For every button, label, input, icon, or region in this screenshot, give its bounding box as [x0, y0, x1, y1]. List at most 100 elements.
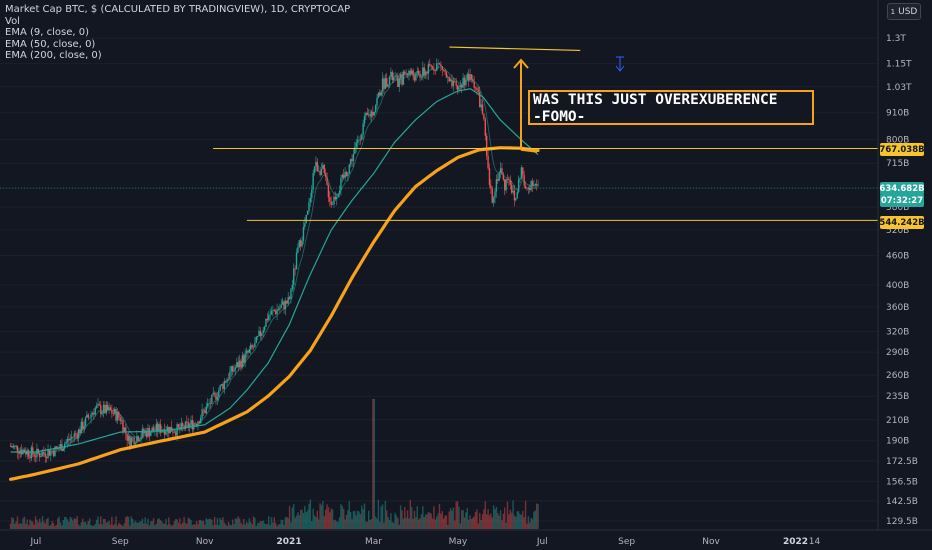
candle-body: [27, 450, 30, 457]
candle-body: [229, 371, 231, 380]
volume-bar: [399, 505, 402, 529]
candle-body: [58, 448, 60, 450]
candle-body: [340, 178, 342, 191]
candle-body: [387, 84, 389, 87]
volume-bar: [22, 518, 24, 529]
volume-bar: [165, 518, 167, 529]
candle-body: [147, 428, 149, 437]
volume-bar: [405, 517, 407, 529]
candle-body: [373, 111, 375, 116]
volume-bar: [175, 519, 177, 529]
candle-body: [337, 193, 339, 197]
legend-vol[interactable]: Vol: [5, 15, 20, 27]
candle-body: [309, 197, 312, 203]
candle-body: [211, 394, 213, 404]
x-tick-label: Jul: [29, 537, 41, 547]
candle-body: [319, 170, 321, 176]
volume-bar: [341, 506, 344, 529]
volume-bar: [237, 516, 239, 529]
volume-bar: [233, 524, 235, 529]
candle-body: [115, 409, 117, 421]
candle-body: [356, 140, 359, 143]
horizontal-levels: [0, 147, 878, 221]
volume-bar: [197, 524, 199, 529]
volume-bar: [39, 518, 41, 529]
y-tick-label: 910B: [886, 109, 909, 119]
currency-button[interactable]: 1 USD: [887, 3, 921, 20]
candle-body: [354, 147, 356, 154]
volume-bar: [111, 516, 113, 529]
volume-bar: [473, 516, 475, 529]
volume-bar: [401, 510, 403, 529]
volume-bar: [434, 519, 437, 529]
volume-bar: [176, 519, 178, 529]
volume-bar: [336, 521, 338, 529]
volume-bar: [412, 518, 414, 529]
y-tick-label: 210B: [886, 416, 909, 426]
volume-bar: [365, 521, 367, 529]
volume-bar: [299, 509, 302, 529]
candle-body: [176, 424, 178, 436]
volume-bar: [376, 518, 378, 529]
volume-bar: [461, 510, 463, 529]
volume-bar: [512, 500, 514, 529]
candle-body: [327, 185, 330, 198]
volume-bar: [12, 518, 15, 529]
volume-bar: [463, 517, 466, 529]
legend-ema50[interactable]: EMA (50, close, 0): [5, 38, 96, 50]
volume-bar: [211, 519, 213, 529]
legend-ema9[interactable]: EMA (9, close, 0): [5, 27, 89, 38]
candle-body: [522, 167, 524, 176]
volume-bar: [395, 515, 398, 529]
x-tick-label: Nov: [196, 537, 214, 547]
volume-bar: [436, 516, 438, 529]
volume-bar: [158, 518, 160, 529]
volume-bar: [19, 523, 21, 529]
candle-body: [84, 417, 87, 426]
volume-bar: [59, 522, 62, 529]
y-tick-label: 580B: [886, 203, 909, 213]
volume-bar: [529, 522, 531, 529]
candle-body: [477, 90, 480, 92]
volume-bar: [355, 515, 357, 529]
annotation-callout[interactable]: WAS THIS JUST OVEREXUBERENCE -FOMO-: [528, 90, 814, 125]
candle-body: [380, 91, 382, 96]
volume-bar: [427, 511, 430, 529]
candle-body: [331, 204, 334, 205]
candle-body: [112, 413, 114, 415]
volume-bar: [406, 510, 409, 529]
candle-body: [498, 172, 500, 181]
volume-bar: [112, 525, 114, 529]
volume-bar: [195, 521, 198, 529]
candle-body: [59, 444, 62, 449]
volume-bar: [29, 519, 31, 529]
candle-body: [111, 410, 113, 414]
volume-bar: [63, 516, 66, 529]
volume-bar: [372, 399, 374, 529]
volume-bar: [213, 516, 216, 529]
legend-ema200[interactable]: EMA (200, close, 0): [5, 50, 102, 61]
candle-body: [223, 381, 226, 389]
volume-bar: [534, 510, 536, 529]
candle-body: [386, 78, 388, 87]
volume-bar: [109, 524, 112, 529]
volume-bar: [90, 524, 92, 529]
volume-bar: [58, 516, 60, 529]
candle-body: [73, 433, 76, 438]
volume-bar: [448, 511, 450, 529]
candle-body: [283, 301, 285, 310]
volume-bar: [261, 521, 263, 529]
volume-bar: [286, 516, 288, 529]
candle-body: [487, 155, 489, 169]
volume-bar: [520, 514, 523, 529]
candle-body: [415, 72, 417, 81]
candle-body: [499, 168, 502, 173]
volume-bar: [184, 522, 187, 529]
volume-bar: [354, 510, 356, 529]
volume-bar: [322, 501, 324, 529]
volume-bar: [419, 517, 421, 529]
volume-bar: [380, 506, 382, 529]
candle-body: [479, 91, 481, 108]
candle-body: [483, 113, 485, 120]
